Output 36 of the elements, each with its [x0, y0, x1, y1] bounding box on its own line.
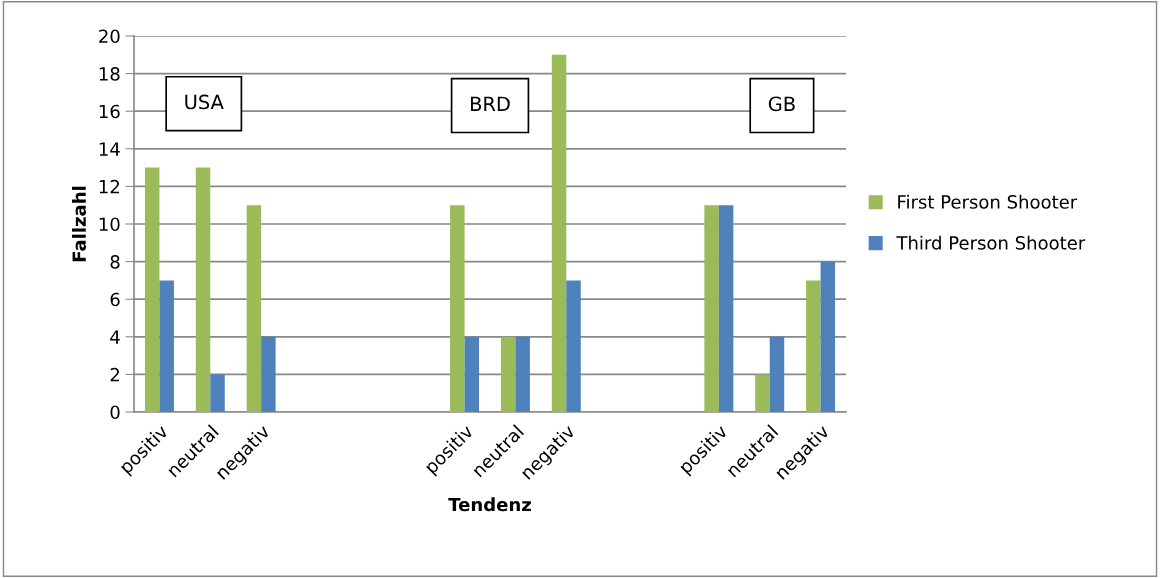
y-tick-label: 2	[110, 367, 119, 382]
y-tick-label: 18	[99, 67, 120, 81]
annotation: GB	[768, 96, 795, 112]
y-tick-label: 6	[110, 292, 120, 307]
bar	[769, 336, 785, 412]
bar	[820, 261, 836, 412]
bar	[144, 167, 160, 412]
bar	[718, 205, 734, 412]
y-axis-title: Fallzahl	[72, 186, 86, 262]
annotation: USA	[185, 94, 224, 110]
y-tick-label: 0	[110, 405, 120, 420]
bar	[195, 167, 211, 412]
y-tick-label: 8	[110, 255, 120, 269]
x-axis-title: Tendenz	[448, 497, 531, 512]
bar	[755, 374, 770, 412]
y-tick-label: 10	[99, 217, 120, 232]
y-tick-label: 14	[99, 142, 120, 156]
bar	[159, 280, 174, 412]
legend-label: Third Person Shooter	[896, 235, 1086, 250]
bar	[515, 336, 530, 412]
bar	[261, 336, 276, 412]
bar	[500, 336, 516, 412]
bar	[210, 374, 225, 412]
annotation: BRD	[471, 96, 510, 111]
y-tick-label: 20	[99, 29, 120, 44]
bar	[464, 336, 480, 412]
bar	[806, 280, 821, 412]
legend-label: First Person Shooter	[898, 194, 1078, 209]
y-tick-label: 12	[99, 179, 119, 194]
y-tick-label: 16	[99, 104, 120, 119]
bar	[551, 54, 567, 412]
bar	[450, 205, 465, 412]
bar	[704, 205, 719, 412]
bar	[566, 280, 581, 412]
y-tick-label: 4	[110, 330, 120, 344]
bar	[246, 205, 262, 412]
